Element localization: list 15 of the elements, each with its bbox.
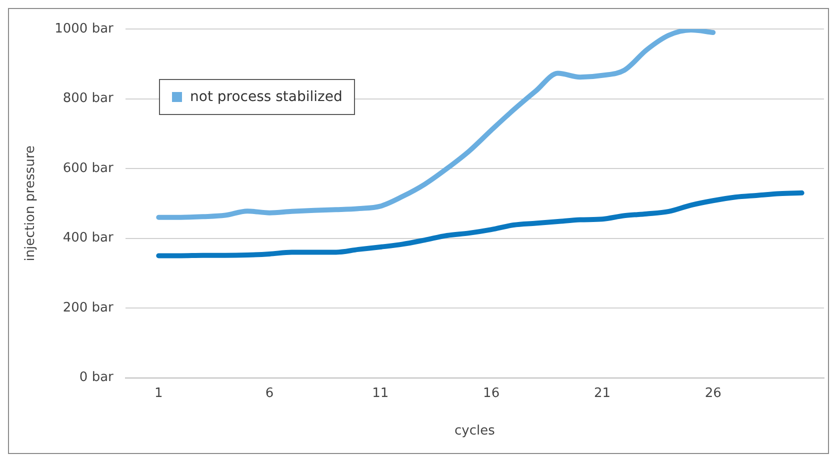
x-tick-label: 11 bbox=[372, 386, 389, 401]
x-tick-label: 21 bbox=[594, 386, 610, 401]
x-tick-label: 1 bbox=[154, 386, 163, 401]
x-tick-label: 6 bbox=[265, 386, 274, 401]
legend-label: not process stabilized bbox=[190, 88, 342, 107]
y-tick-label: 600 bar bbox=[62, 160, 114, 176]
y-tick-label: 0 bar bbox=[79, 370, 114, 386]
x-tick-label: 26 bbox=[704, 386, 722, 401]
y-axis-title: injection pressure bbox=[23, 146, 38, 262]
y-tick-label: 200 bar bbox=[62, 300, 114, 316]
y-tick-label: 800 bar bbox=[62, 91, 114, 106]
x-axis-title: cycles bbox=[454, 424, 496, 439]
x-tick-label: 16 bbox=[483, 386, 500, 401]
y-tick-label: 400 bar bbox=[62, 230, 114, 246]
y-tick-label: 1000 bar bbox=[54, 21, 114, 36]
